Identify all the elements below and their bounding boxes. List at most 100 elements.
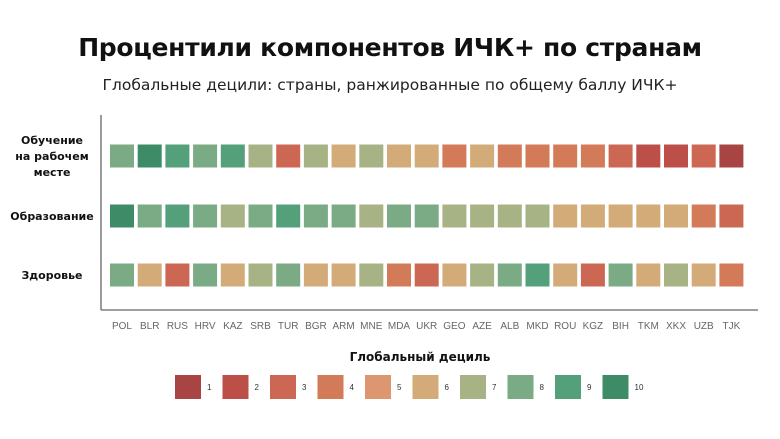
heatmap-cell xyxy=(359,144,384,168)
heatmap-cell xyxy=(110,263,134,287)
x-tick-label: GEO xyxy=(443,321,465,332)
heatmap-cell xyxy=(470,144,495,168)
heatmap-cell xyxy=(719,204,744,228)
row-label: Обучение на рабочем месте xyxy=(15,134,88,179)
heatmap-cell xyxy=(608,204,633,228)
heatmap-cell xyxy=(220,263,245,287)
heatmap-cell xyxy=(193,144,218,168)
heatmap-cell xyxy=(497,263,522,287)
heatmap-cell xyxy=(580,204,605,228)
heatmap-cell xyxy=(497,144,522,168)
heatmap-cell xyxy=(470,263,495,287)
legend-swatch xyxy=(365,375,391,399)
x-tick-label: HRV xyxy=(195,321,216,332)
heatmap-cell xyxy=(442,144,467,168)
heatmap-cell xyxy=(719,263,744,287)
heatmap-cell xyxy=(414,144,439,168)
legend-label: 1 xyxy=(207,383,212,392)
heatmap-cell xyxy=(664,263,688,287)
heatmap-cell xyxy=(248,144,273,168)
heatmap-cell xyxy=(193,263,218,287)
x-tick-label: TUR xyxy=(278,321,299,332)
heatmap-cell xyxy=(525,263,550,287)
heatmap-cell xyxy=(414,204,439,228)
x-tick-label: ALB xyxy=(500,321,519,332)
heatmap-cell xyxy=(359,263,384,287)
heatmap-cell xyxy=(497,204,522,228)
x-tick-label: KAZ xyxy=(223,321,242,332)
heatmap-cell xyxy=(636,204,661,228)
heatmap-cell xyxy=(442,263,467,287)
heatmap-cell xyxy=(525,204,550,228)
legend-swatch xyxy=(270,375,296,399)
heatmap-cell xyxy=(608,263,633,287)
x-tick-label: POL xyxy=(112,321,132,332)
legend-swatch xyxy=(602,375,629,399)
heatmap-cell xyxy=(331,204,356,228)
heatmap-cell xyxy=(636,144,661,168)
heatmap-cell xyxy=(553,263,578,287)
heatmap-cell xyxy=(553,144,578,168)
legend-label: 10 xyxy=(635,383,644,392)
heatmap-cell xyxy=(303,144,328,168)
heatmap-cell xyxy=(331,263,356,287)
legend-swatch xyxy=(222,375,249,399)
heatmap-cell xyxy=(664,144,688,168)
x-tick-label: AZE xyxy=(472,321,492,332)
heatmap-cell xyxy=(276,263,301,287)
heatmap-cell xyxy=(248,204,273,228)
legend-label: 9 xyxy=(587,383,592,392)
x-tick-label: XKX xyxy=(666,321,686,332)
heatmap-cell xyxy=(110,144,134,168)
x-tick-label: MKD xyxy=(526,321,548,332)
heatmap-cell xyxy=(220,144,245,168)
heatmap-cell xyxy=(719,144,744,168)
heatmap-cell xyxy=(553,204,578,228)
heatmap-cell xyxy=(137,144,162,168)
heatmap-cell xyxy=(691,204,716,228)
row-label: Образование xyxy=(10,210,93,223)
heatmap-cell xyxy=(165,263,190,287)
x-tick-label: TJK xyxy=(723,321,741,332)
heatmap-cell xyxy=(303,263,328,287)
x-tick-label: BIH xyxy=(612,321,629,332)
legend-swatch xyxy=(460,375,486,399)
x-tick-label: MNE xyxy=(360,321,383,332)
legend-label: 2 xyxy=(255,383,260,392)
heatmap-cell xyxy=(691,144,716,168)
heatmap-cell xyxy=(303,204,328,228)
heatmap-cell xyxy=(137,204,162,228)
legend-swatch xyxy=(555,375,581,399)
legend-swatch xyxy=(317,375,344,399)
heatmap-cell xyxy=(387,144,411,168)
x-tick-label: SRB xyxy=(250,321,271,332)
chart-title: Процентили компонентов ИЧК+ по странам xyxy=(78,33,702,62)
legend-swatch xyxy=(412,375,439,399)
legend-label: 5 xyxy=(397,383,402,392)
heatmap-cell xyxy=(359,204,384,228)
chart-subtitle: Глобальные децили: страны, ранжированные… xyxy=(102,76,678,94)
x-tick-label: TKM xyxy=(638,321,659,332)
x-tick-label: KGZ xyxy=(583,321,604,332)
heatmap-cell xyxy=(137,263,162,287)
heatmap-cell xyxy=(442,204,467,228)
heatmap-cell xyxy=(110,204,134,228)
x-tick-label: BLR xyxy=(140,321,159,332)
heatmap-cell xyxy=(276,204,301,228)
heatmap-cell xyxy=(636,263,661,287)
heatmap-cell xyxy=(525,144,550,168)
row-label: Здоровье xyxy=(21,269,82,282)
heatmap-cell xyxy=(220,204,245,228)
heatmap-cell xyxy=(608,144,633,168)
heatmap-cell xyxy=(276,144,301,168)
heatmap-cell xyxy=(165,204,190,228)
x-tick-label: RUS xyxy=(167,321,188,332)
legend-swatch xyxy=(507,375,534,399)
heatmap-cell xyxy=(580,144,605,168)
heatmap-cell xyxy=(193,204,218,228)
heatmap-cell xyxy=(691,263,716,287)
x-tick-label: MDA xyxy=(388,321,411,332)
heatmap-cell xyxy=(165,144,190,168)
heatmap-cell xyxy=(414,263,439,287)
